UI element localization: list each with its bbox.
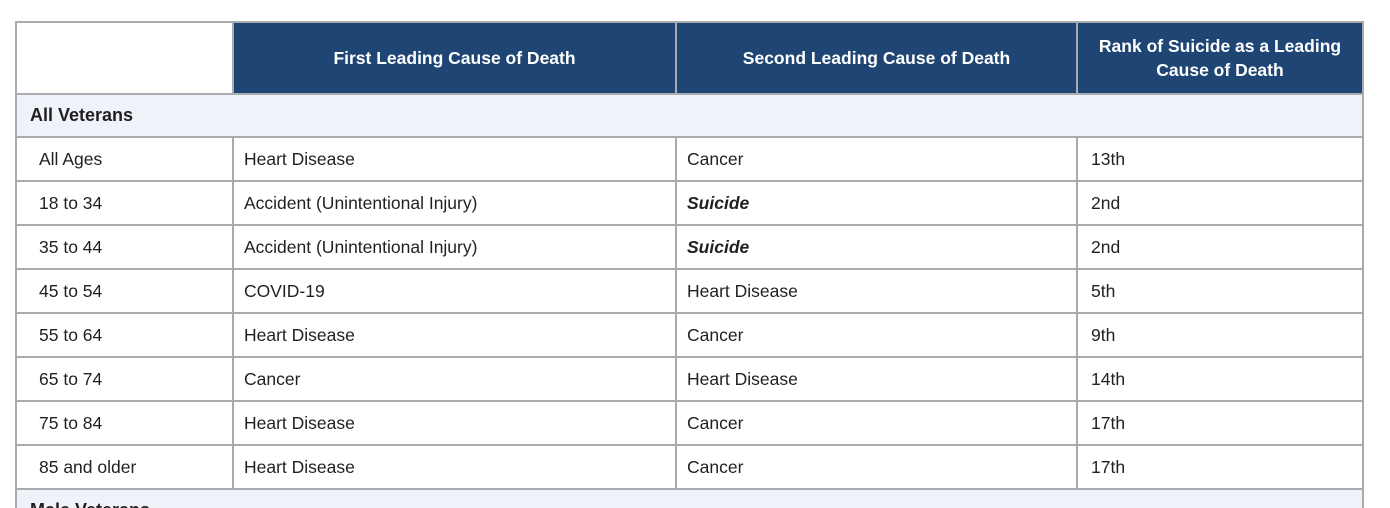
first-cause-cell: COVID-19 [232,268,677,314]
second-cause-cell: Cancer [675,444,1078,490]
age-group-cell: All Ages [15,136,234,182]
age-group-cell: 18 to 34 [15,180,234,226]
age-group-cell: 65 to 74 [15,356,234,402]
suicide-rank-cell: 9th [1076,312,1364,358]
col-header-second-leading-cause: Second Leading Cause of Death [675,21,1078,95]
first-cause-cell: Heart Disease [232,136,677,182]
second-cause-cell: Heart Disease [675,356,1078,402]
table-row: 65 to 74 Cancer Heart Disease 14th [15,356,1364,402]
age-group-cell: 45 to 54 [15,268,234,314]
table-row: 18 to 34 Accident (Unintentional Injury)… [15,180,1364,226]
leading-causes-of-death-table: First Leading Cause of Death Second Lead… [15,21,1364,508]
table-row: 85 and older Heart Disease Cancer 17th [15,444,1364,490]
first-cause-cell: Accident (Unintentional Injury) [232,180,677,226]
table-row: 45 to 54 COVID-19 Heart Disease 5th [15,268,1364,314]
first-cause-cell: Heart Disease [232,444,677,490]
suicide-rank-cell: 2nd [1076,180,1364,226]
section-header-row: All Veterans [15,93,1364,138]
suicide-rank-cell: 13th [1076,136,1364,182]
section-label: Male Veterans [15,488,1364,508]
second-cause-cell: Cancer [675,136,1078,182]
table-row: 35 to 44 Accident (Unintentional Injury)… [15,224,1364,270]
age-group-cell: 85 and older [15,444,234,490]
suicide-rank-cell: 2nd [1076,224,1364,270]
col-header-first-leading-cause: First Leading Cause of Death [232,21,677,95]
age-group-cell: 55 to 64 [15,312,234,358]
first-cause-cell: Heart Disease [232,400,677,446]
age-group-cell: 75 to 84 [15,400,234,446]
section-header-row: Male Veterans [15,488,1364,508]
suicide-rank-cell: 17th [1076,444,1364,490]
second-cause-cell: Suicide [675,224,1078,270]
first-cause-cell: Heart Disease [232,312,677,358]
suicide-rank-cell: 5th [1076,268,1364,314]
suicide-rank-cell: 14th [1076,356,1364,402]
section-label: All Veterans [15,93,1364,138]
table-header-row: First Leading Cause of Death Second Lead… [15,21,1364,95]
age-group-cell: 35 to 44 [15,224,234,270]
table-row: 55 to 64 Heart Disease Cancer 9th [15,312,1364,358]
second-cause-cell: Heart Disease [675,268,1078,314]
first-cause-cell: Cancer [232,356,677,402]
suicide-rank-cell: 17th [1076,400,1364,446]
header-spacer-cell [15,21,234,95]
table-row: All Ages Heart Disease Cancer 13th [15,136,1364,182]
second-cause-cell: Cancer [675,312,1078,358]
second-cause-cell: Suicide [675,180,1078,226]
table-row: 75 to 84 Heart Disease Cancer 17th [15,400,1364,446]
col-header-suicide-rank: Rank of Suicide as a Leading Cause of De… [1076,21,1364,95]
second-cause-cell: Cancer [675,400,1078,446]
first-cause-cell: Accident (Unintentional Injury) [232,224,677,270]
